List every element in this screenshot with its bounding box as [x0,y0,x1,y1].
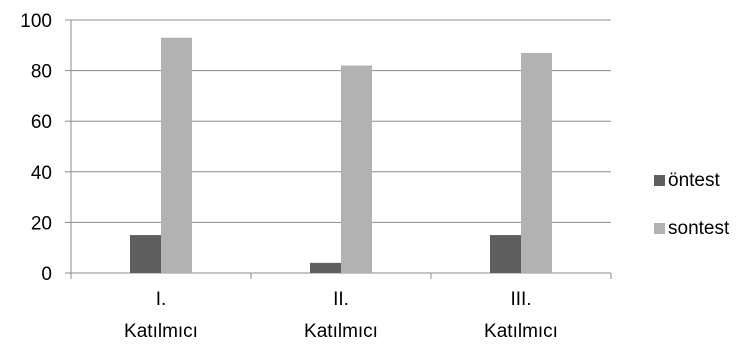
category-label: I. [156,289,167,310]
bars [130,37,552,274]
y-tick-label: 60 [31,112,52,133]
bar-sontest-1 [161,37,192,274]
y-tick-label: 20 [31,213,52,234]
bar-öntest-2 [310,262,341,273]
category-label: Katılmıcı [124,321,198,342]
bar-sontest-2 [341,65,372,273]
legend-swatch-sontest [654,223,665,234]
y-tick-labels: 0 20 40 60 80 100 [20,11,52,285]
category-label: II. [333,289,349,310]
y-tick-label: 80 [31,62,52,83]
legend: öntest sontest [654,170,730,239]
bar-öntest-3 [490,235,521,273]
bar-öntest-1 [130,235,161,273]
legend-label-öntest: öntest [668,170,720,191]
category-labels: I. Katılmıcı II. Katılmıcı III. Katılmıcı [124,289,558,342]
category-label: Katılmıcı [304,321,378,342]
legend-label-sontest: sontest [668,218,730,239]
category-label: Katılmıcı [484,321,558,342]
category-label: III. [510,289,531,310]
y-tick-label: 0 [41,264,52,285]
y-tick-label: 100 [20,11,52,32]
legend-swatch-öntest [654,175,665,186]
bar-sontest-3 [521,52,552,273]
y-tick-label: 40 [31,163,52,184]
